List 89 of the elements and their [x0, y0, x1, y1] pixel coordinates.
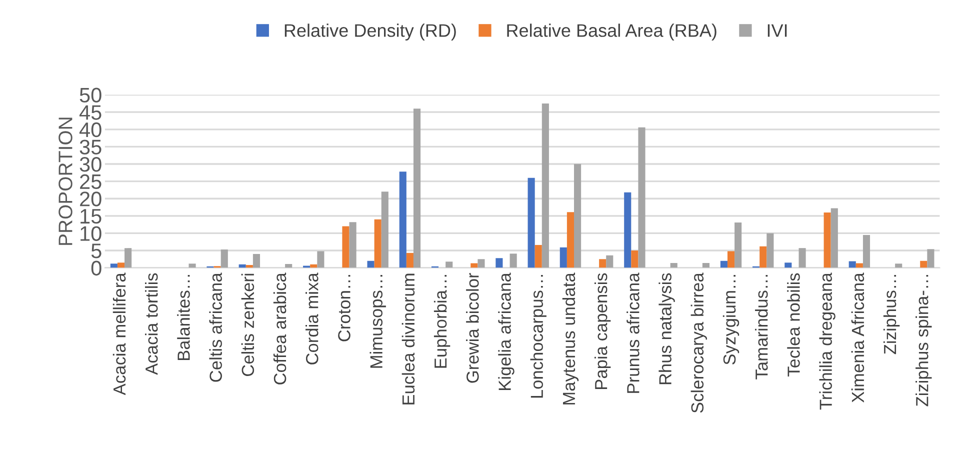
x-tick-label: Syzygium… — [722, 275, 740, 364]
bar — [110, 264, 118, 268]
bar — [374, 219, 382, 268]
x-tick-label: Tamarindus… — [755, 275, 768, 380]
bar — [848, 261, 856, 268]
x-tick-label: Cordia mixa — [306, 272, 318, 364]
bar — [624, 192, 632, 268]
legend-label: Relative Density (RD) — [284, 24, 456, 40]
bar — [760, 246, 767, 268]
x-tick-label: Kigelia africana — [498, 272, 514, 390]
bar — [638, 127, 646, 268]
bar — [220, 249, 228, 268]
bar — [542, 103, 549, 268]
x-tick-label: Coffea arabica — [273, 272, 286, 384]
legend-label: Relative Basal Area (RBA) — [507, 24, 716, 40]
bar — [534, 244, 542, 268]
bar — [406, 252, 414, 268]
x-tick-label: Euclea divinorum — [402, 274, 415, 404]
y-tick-label: 0 — [91, 260, 102, 276]
bar — [720, 260, 728, 268]
x-tick-label: Celtis zenkeri — [241, 274, 254, 376]
bar — [927, 249, 934, 268]
y-tick-label: 35 — [80, 140, 102, 154]
bar — [446, 262, 453, 268]
x-tick-label: Sclerocarya birrea — [690, 272, 707, 413]
y-tick-label: 10 — [80, 226, 102, 241]
x-tick-label: Lonchocarpus… — [530, 275, 546, 398]
bar — [702, 262, 710, 268]
bar — [606, 255, 614, 268]
bar — [496, 258, 503, 268]
bar — [798, 248, 806, 268]
y-tick-label: 15 — [80, 209, 102, 224]
bar — [670, 262, 678, 268]
bar — [895, 264, 902, 268]
bar — [367, 260, 374, 268]
x-tick-label: Rhus natalysis — [658, 273, 675, 384]
bar — [920, 260, 928, 268]
x-tick-label: Balanites… — [177, 275, 190, 360]
y-tick-label: 45 — [79, 105, 102, 120]
x-tick-label: Mimusops… — [370, 275, 386, 368]
x-tick-label: Acacia tortilis — [145, 273, 158, 375]
bar — [631, 250, 638, 268]
x-tick-label: Acacia mellifera — [112, 272, 126, 396]
bar — [252, 254, 260, 268]
x-tick-label: Euphorbia… — [434, 275, 450, 368]
bar — [566, 212, 574, 268]
y-tick-label: 50 — [80, 88, 102, 103]
x-tick-label: Maytenus undata — [562, 272, 579, 404]
bar — [413, 108, 421, 268]
bar — [824, 212, 831, 268]
bar — [734, 222, 742, 268]
x-tick-label: Papia capensis — [594, 273, 611, 389]
bar — [381, 192, 388, 268]
bar — [560, 247, 567, 268]
bar — [124, 248, 132, 268]
x-tick-label: Ximenia Africana — [851, 272, 864, 403]
bar — [862, 234, 870, 268]
y-tick-label: 40 — [79, 122, 102, 138]
x-tick-label: Trichilia dregeana — [819, 272, 836, 410]
bar — [830, 208, 838, 268]
x-tick-label: Croton… — [338, 275, 350, 342]
bar — [117, 262, 125, 268]
y-tick-label: 30 — [80, 157, 102, 172]
bar — [188, 264, 196, 268]
y-tick-label: 25 — [80, 174, 102, 190]
x-tick-label: Celtis africana — [209, 272, 222, 382]
bar — [342, 226, 350, 268]
bar — [784, 262, 792, 268]
bar — [317, 251, 324, 268]
bar — [727, 251, 735, 268]
x-tick-label: Ziziphus spina-… — [916, 275, 932, 406]
bar — [510, 254, 517, 268]
bar — [528, 178, 535, 268]
bar — [766, 233, 774, 268]
y-tick-label: 5 — [91, 244, 102, 258]
bar — [285, 264, 292, 268]
y-tick-label: 20 — [80, 192, 102, 206]
bar — [574, 164, 582, 268]
bar — [246, 265, 253, 268]
bar — [349, 222, 356, 268]
y-axis-title: PROPORTION — [58, 118, 72, 245]
x-tick-label: Teclea nobilis — [787, 273, 800, 376]
x-tick-label: Grewia bicolor — [466, 272, 479, 383]
bar — [478, 259, 485, 268]
bar — [399, 172, 406, 268]
x-tick-label: Prunus africana — [626, 272, 640, 393]
x-tick-label: Ziziphus… — [883, 275, 900, 354]
legend-label: IVI — [768, 24, 787, 37]
bar — [599, 259, 606, 268]
